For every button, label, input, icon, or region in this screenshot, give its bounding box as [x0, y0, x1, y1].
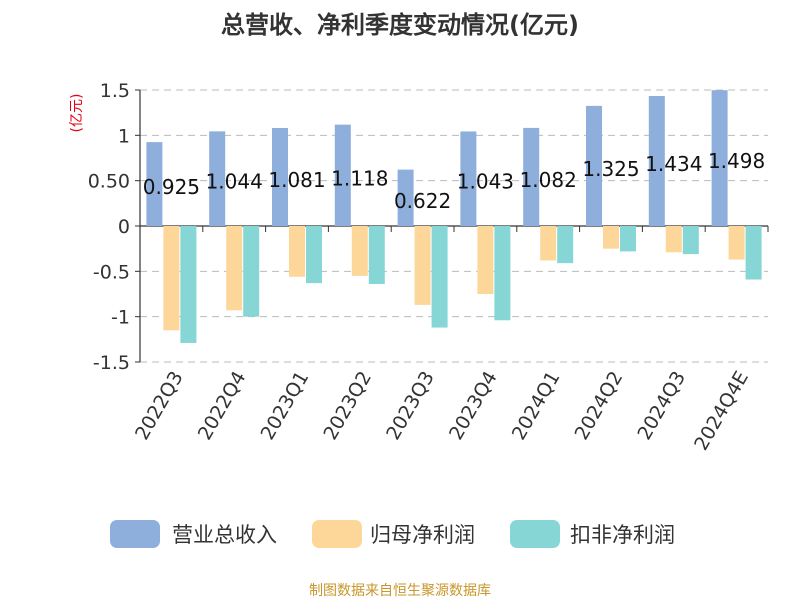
bar-2	[603, 226, 619, 249]
y-axis-unit-label: (亿元)	[69, 94, 85, 133]
bar-2	[351, 226, 368, 276]
source-note: 制图数据来自恒生聚源数据库	[309, 583, 491, 599]
bar-3	[431, 226, 448, 328]
x-tick-label: 2024Q3	[633, 368, 690, 444]
bar-2	[728, 226, 745, 260]
data-label: 1.118	[331, 166, 388, 190]
bar-1	[648, 95, 665, 226]
bar-3	[180, 226, 197, 343]
bar-2	[665, 226, 682, 253]
bar-1	[460, 131, 477, 226]
bar-3	[368, 226, 385, 285]
y-tick-label: 1.5	[100, 80, 130, 102]
x-tick-label: 2023Q3	[382, 368, 439, 444]
y-tick-label: 0.50	[88, 171, 130, 193]
bar-2	[163, 226, 180, 331]
bar-2	[414, 226, 431, 305]
bar-2	[477, 226, 494, 294]
bar-3	[306, 226, 322, 284]
bar-1	[586, 105, 602, 226]
bar-3	[682, 226, 699, 255]
bar-1	[272, 127, 288, 226]
x-tick-label: 2024Q1	[508, 368, 565, 444]
x-tick-label: 2023Q2	[319, 368, 376, 444]
data-label: 1.498	[708, 149, 765, 173]
legend-label: 归母净利润	[370, 523, 475, 547]
legend-swatch	[312, 520, 362, 548]
data-label: 0.622	[394, 189, 451, 213]
legend-label: 营业总收入	[172, 523, 277, 547]
bar-2	[289, 226, 305, 277]
x-tick-label: 2022Q3	[131, 368, 188, 444]
y-tick-label: -1	[111, 307, 130, 329]
legend-swatch	[110, 520, 160, 548]
bar-1	[146, 142, 163, 226]
bar-3	[494, 226, 511, 321]
x-tick-label: 2024Q4E	[690, 368, 753, 455]
data-label: 1.044	[206, 170, 263, 194]
y-tick-label: -0.5	[93, 261, 130, 283]
bar-1	[711, 90, 728, 226]
x-tick-label: 2023Q1	[257, 368, 314, 444]
bar-3	[745, 226, 762, 280]
y-tick-label: -1.5	[93, 352, 130, 374]
bar-1	[334, 124, 351, 226]
x-tick-label: 2024Q2	[571, 368, 628, 444]
bar-3	[620, 226, 636, 252]
bar-1	[397, 169, 414, 226]
bar-3	[243, 226, 260, 317]
bar-3	[557, 226, 574, 264]
data-label: 0.925	[143, 175, 200, 199]
bar-1	[523, 127, 540, 226]
data-label: 1.043	[457, 170, 514, 194]
data-label: 1.434	[645, 152, 702, 176]
bar-2	[226, 226, 243, 311]
data-label: 1.325	[582, 157, 639, 181]
legend-label: 扣非净利润	[570, 523, 675, 547]
x-tick-label: 2022Q4	[194, 368, 251, 444]
legend-swatch	[510, 520, 560, 548]
data-label: 1.081	[268, 168, 325, 192]
bar-2	[540, 226, 557, 261]
grid-lines	[140, 89, 768, 363]
data-label: 1.082	[520, 168, 577, 192]
bar-1	[209, 131, 226, 226]
y-tick-label: 1	[118, 125, 130, 147]
y-tick-label: 0	[118, 216, 130, 238]
chart-title: 总营收、净利季度变动情况(亿元)	[221, 11, 579, 39]
bars	[146, 90, 762, 343]
x-tick-label: 2023Q4	[445, 368, 502, 444]
legend: 营业总收入 归母净利润 扣非净利润	[110, 520, 675, 548]
